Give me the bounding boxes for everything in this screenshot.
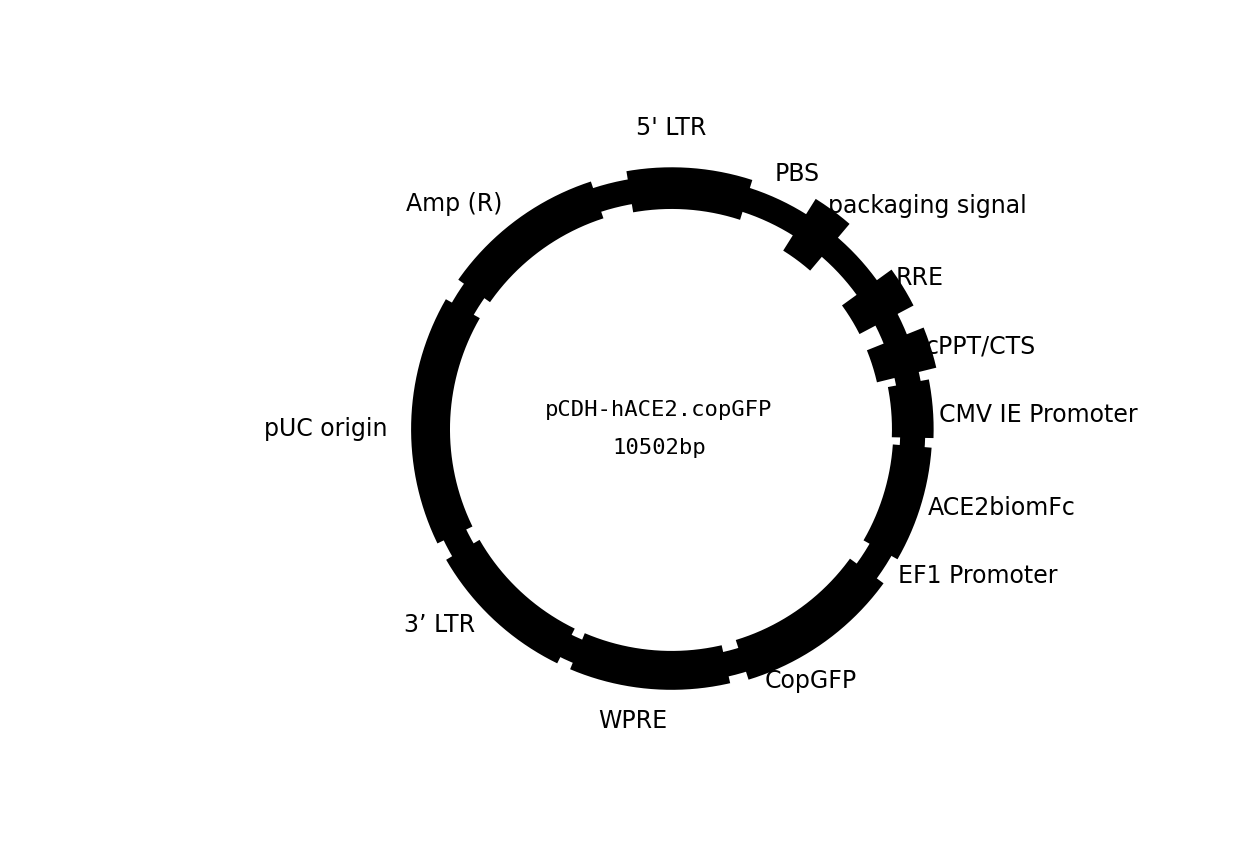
Polygon shape — [719, 191, 759, 212]
Text: CopGFP: CopGFP — [764, 670, 857, 694]
Polygon shape — [903, 415, 923, 453]
Text: cPPT/CTS: cPPT/CTS — [926, 335, 1037, 359]
Polygon shape — [626, 661, 666, 680]
Polygon shape — [523, 615, 560, 644]
Text: packaging signal: packaging signal — [828, 194, 1027, 218]
Text: 5' LTR: 5' LTR — [636, 116, 707, 140]
Polygon shape — [428, 371, 446, 411]
Polygon shape — [808, 598, 844, 630]
Polygon shape — [490, 236, 525, 269]
Text: pUC origin: pUC origin — [264, 417, 387, 441]
Text: 10502bp: 10502bp — [611, 439, 706, 458]
Text: RRE: RRE — [895, 266, 944, 290]
Polygon shape — [531, 626, 568, 654]
Text: PBS: PBS — [775, 162, 820, 186]
Text: Amp (R): Amp (R) — [405, 192, 502, 216]
Polygon shape — [439, 514, 464, 553]
Text: WPRE: WPRE — [598, 709, 667, 733]
Text: pCDH-hACE2.copGFP: pCDH-hACE2.copGFP — [546, 400, 773, 420]
Text: ACE2biomFc: ACE2biomFc — [928, 496, 1075, 519]
Text: EF1 Promoter: EF1 Promoter — [898, 564, 1058, 588]
Text: 3’ LTR: 3’ LTR — [404, 614, 476, 638]
Text: CMV IE Promoter: CMV IE Promoter — [939, 403, 1137, 428]
